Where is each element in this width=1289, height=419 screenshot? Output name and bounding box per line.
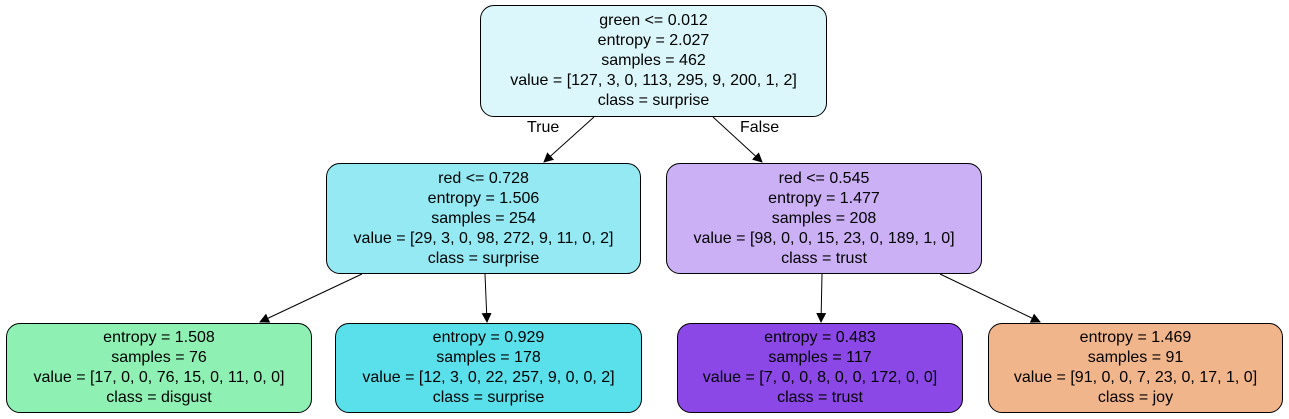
edge-left-leaf1 [259,273,363,323]
edge-right-leaf3 [816,273,827,323]
node-value: value = [91, 0, 0, 7, 23, 0, 17, 1, 0] [1013,369,1258,386]
node-class: class = trust [781,249,867,267]
node-value: value = [17, 0, 0, 76, 15, 0, 11, 0, 0] [33,369,285,386]
node-samples: samples = 117 [768,349,872,366]
node-samples: samples = 254 [431,209,536,227]
node-entropy: entropy = 1.508 [103,329,215,346]
node-value: value = [7, 0, 0, 8, 0, 0, 172, 0, 0] [702,369,938,386]
node-samples: samples = 76 [111,349,207,366]
tree-leaf-joy: entropy = 1.469 samples = 91 value = [91… [988,323,1283,413]
node-samples: samples = 462 [601,52,706,69]
node-samples: samples = 91 [1087,349,1184,366]
node-class: class = trust [777,389,863,406]
node-entropy: entropy = 2.027 [597,32,710,49]
node-split: red <= 0.728 [438,169,529,187]
tree-node-left: red <= 0.728 entropy = 1.506 samples = 2… [326,163,641,274]
node-value: value = [29, 3, 0, 98, 272, 9, 11, 0, 2] [353,229,614,247]
tree-leaf-disgust: entropy = 1.508 samples = 76 value = [17… [6,323,312,413]
node-entropy: entropy = 1.469 [1079,329,1192,346]
node-samples: samples = 208 [771,209,877,227]
node-class: class = surprise [597,92,710,109]
tree-leaf-surprise: entropy = 0.929 samples = 178 value = [1… [335,323,642,413]
node-entropy: entropy = 1.477 [768,189,880,207]
node-entropy: entropy = 0.483 [764,329,876,346]
edge-label-true: True [527,119,560,136]
node-samples: samples = 178 [436,349,541,366]
edge-left-leaf2 [481,273,492,323]
node-class: class = surprise [432,389,545,406]
node-value: value = [12, 3, 0, 22, 257, 9, 0, 0, 2] [362,369,615,386]
node-split: red <= 0.545 [778,169,870,187]
node-class: class = joy [1097,389,1174,406]
edge-label-false: False [740,119,780,136]
node-value: value = [98, 0, 0, 15, 23, 0, 189, 1, 0] [693,229,955,247]
node-class: class = surprise [427,249,540,267]
edge-root-left [543,116,595,163]
node-split: green <= 0.012 [599,12,708,29]
node-value: value = [127, 3, 0, 113, 295, 9, 200, 1,… [510,72,797,89]
node-entropy: entropy = 0.929 [432,329,545,346]
edge-right-leaf4 [939,273,1041,323]
tree-leaf-trust: entropy = 0.483 samples = 117 value = [7… [677,323,963,413]
node-class: class = disgust [106,389,212,406]
tree-node-right: red <= 0.545 entropy = 1.477 samples = 2… [666,163,982,274]
tree-node-root: green <= 0.012 entropy = 2.027 samples =… [480,5,827,117]
edge-root-right [712,116,763,163]
node-entropy: entropy = 1.506 [427,189,540,207]
